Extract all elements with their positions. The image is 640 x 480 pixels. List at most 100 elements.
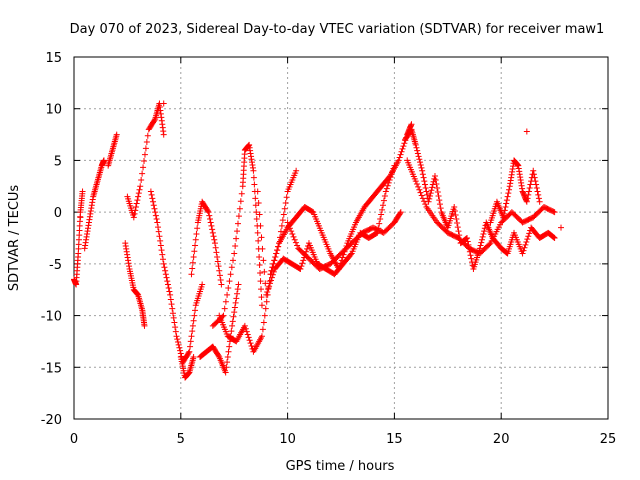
data-point — [382, 188, 389, 195]
data-point — [272, 253, 279, 260]
data-point — [260, 257, 267, 264]
data-point — [158, 247, 165, 254]
y-tick-label: -20 — [41, 413, 62, 428]
data-point — [234, 220, 241, 227]
data-point — [174, 339, 181, 346]
data-point — [503, 200, 510, 207]
chart-title: Day 070 of 2023, Sidereal Day-to-day VTE… — [70, 22, 605, 37]
data-point — [137, 183, 144, 190]
data-point — [275, 243, 282, 250]
data-point — [262, 305, 269, 312]
data-point — [141, 151, 148, 158]
data-point — [159, 251, 166, 258]
data-point — [550, 234, 557, 241]
data-point — [257, 270, 264, 277]
x-axis-label: GPS time / hours — [286, 459, 395, 474]
data-point — [427, 190, 434, 197]
data-point — [477, 242, 484, 249]
data-point — [248, 343, 255, 350]
data-point — [132, 203, 139, 210]
data-point — [245, 334, 252, 341]
data-point — [436, 197, 443, 204]
data-point — [533, 181, 540, 188]
data-point — [415, 183, 422, 190]
data-point — [337, 260, 344, 267]
data-point — [464, 235, 471, 241]
data-point — [172, 324, 179, 331]
data-point — [215, 263, 222, 270]
data-point — [380, 197, 387, 204]
data-point — [231, 304, 238, 311]
data-point — [268, 274, 275, 281]
data-point — [190, 317, 197, 324]
y-tick-label: 5 — [54, 154, 62, 169]
data-point — [454, 220, 461, 227]
data-point — [233, 295, 240, 302]
data-point — [536, 198, 543, 205]
data-point — [256, 262, 263, 269]
data-point — [347, 251, 354, 258]
data-point — [505, 190, 512, 197]
data-point — [247, 340, 254, 347]
data-point — [155, 224, 162, 231]
data-point — [205, 209, 212, 216]
data-point — [429, 181, 436, 188]
data-point — [174, 336, 181, 343]
y-tick-label: -10 — [41, 310, 62, 325]
data-point — [187, 338, 194, 345]
data-point — [234, 228, 241, 235]
data-point — [192, 242, 199, 249]
data-point — [218, 281, 225, 288]
data-point — [148, 191, 155, 198]
data-point — [427, 193, 433, 200]
data-point — [294, 242, 301, 249]
data-point — [284, 219, 291, 226]
data-point — [235, 213, 242, 220]
data-point — [167, 296, 174, 303]
data-point — [164, 281, 171, 288]
data-point — [522, 241, 529, 248]
data-point — [381, 193, 388, 200]
data-point — [416, 156, 423, 163]
data-point — [523, 198, 530, 205]
data-point — [169, 310, 176, 317]
data-point — [255, 199, 262, 206]
data-point — [464, 238, 471, 245]
data-point — [520, 247, 527, 254]
data-point — [526, 185, 533, 192]
data-point — [266, 283, 273, 290]
data-point — [224, 359, 231, 366]
data-point — [113, 131, 120, 138]
data-point — [526, 230, 533, 237]
data-point — [135, 190, 142, 197]
data-point — [504, 193, 511, 200]
data-point — [480, 230, 487, 237]
data-point — [224, 353, 231, 360]
data-point — [256, 211, 263, 218]
data-point — [535, 195, 542, 202]
plot-frame — [73, 56, 609, 420]
data-point — [419, 195, 426, 202]
data-point — [141, 158, 148, 165]
data-point — [190, 253, 197, 260]
data-point — [236, 205, 243, 212]
data-point — [160, 131, 167, 138]
data-point — [150, 202, 157, 209]
data-point — [502, 203, 509, 210]
data-point — [191, 248, 198, 255]
data-point — [478, 239, 485, 246]
data-point — [256, 253, 263, 260]
data-point — [189, 265, 196, 272]
data-point — [230, 257, 237, 264]
data-point — [186, 348, 193, 355]
data-point — [451, 207, 458, 214]
data-point — [259, 245, 266, 252]
data-point — [530, 167, 537, 174]
data-point — [417, 159, 424, 166]
data-point — [211, 236, 218, 243]
data-point — [414, 147, 421, 154]
data-point — [230, 313, 237, 320]
data-point — [152, 209, 159, 216]
data-point — [147, 188, 154, 195]
data-point — [79, 188, 86, 195]
